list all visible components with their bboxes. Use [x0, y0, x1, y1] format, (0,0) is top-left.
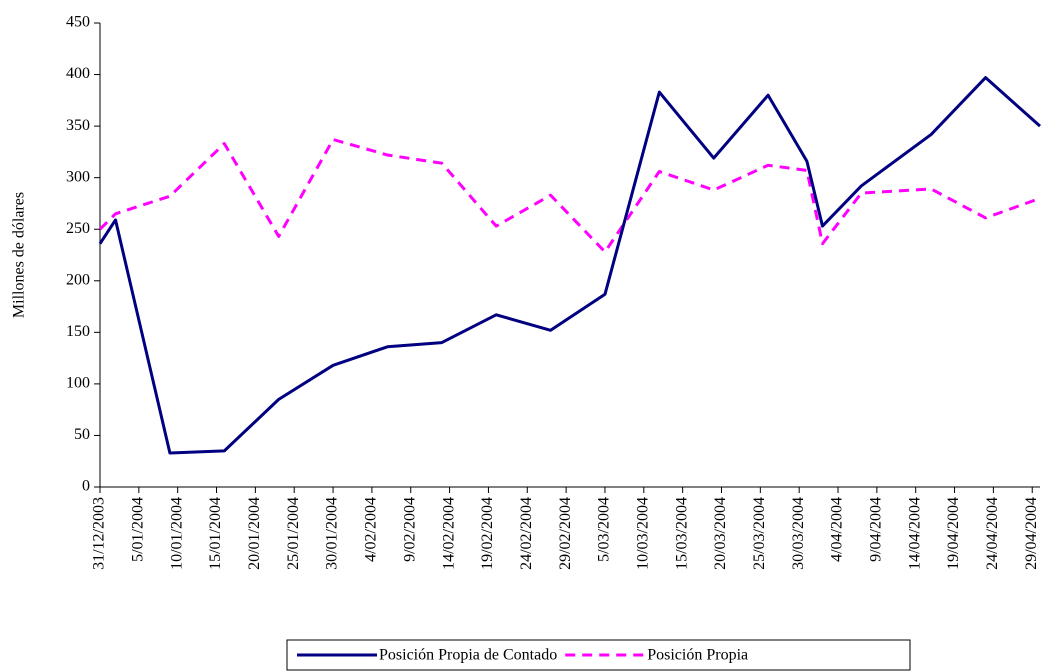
- x-tick-label: 10/03/2004: [634, 497, 651, 570]
- x-tick-label: 24/02/2004: [518, 497, 535, 570]
- x-tick-label: 20/01/2004: [246, 497, 263, 570]
- y-tick-label: 0: [82, 478, 90, 495]
- x-tick-label: 29/02/2004: [557, 497, 574, 570]
- x-tick-label: 25/03/2004: [751, 497, 768, 570]
- x-tick-label: 19/04/2004: [945, 497, 962, 570]
- legend-label: Posición Propia de Contado: [379, 647, 557, 664]
- legend: Posición Propia de Contado Posición Propi…: [286, 639, 911, 671]
- y-tick-label: 200: [66, 271, 90, 288]
- x-tick-label: 15/01/2004: [207, 497, 224, 570]
- x-tick-label: 30/01/2004: [324, 497, 341, 570]
- x-tick-label: 4/04/2004: [829, 497, 846, 562]
- x-tick-label: 5/01/2004: [130, 497, 147, 562]
- series-line: [98, 138, 1041, 254]
- series-line: [98, 76, 1041, 455]
- x-tick-label: 19/02/2004: [479, 497, 496, 570]
- y-tick-label: 150: [66, 323, 90, 340]
- y-tick-label: 400: [66, 65, 90, 82]
- x-tick-label: 20/03/2004: [712, 497, 729, 570]
- x-tick-label: 9/04/2004: [868, 497, 885, 562]
- x-tick-label: 31/12/2003: [91, 497, 108, 570]
- y-tick-label: 350: [66, 117, 90, 134]
- y-tick-label: 300: [66, 168, 90, 185]
- y-tick-label: 100: [66, 375, 90, 392]
- x-tick-label: 15/03/2004: [673, 497, 690, 570]
- x-tick-label: 25/01/2004: [285, 497, 302, 570]
- legend-box: [286, 639, 911, 671]
- y-tick-label: 50: [74, 426, 90, 443]
- y-axis-title: Millones de dólares: [11, 192, 28, 318]
- x-tick-label: 30/03/2004: [790, 497, 807, 570]
- x-tick-label: 29/04/2004: [1023, 497, 1040, 570]
- legend-label: Posición Propia: [647, 647, 748, 664]
- x-tick-label: 14/02/2004: [440, 497, 457, 570]
- x-tick-label: 10/01/2004: [168, 497, 185, 570]
- x-tick-label: 9/02/2004: [401, 497, 418, 562]
- x-tick-label: 4/02/2004: [363, 497, 380, 562]
- y-tick-label: 450: [66, 14, 90, 31]
- x-tick-label: 5/03/2004: [596, 497, 613, 562]
- y-tick-label: 250: [66, 220, 90, 237]
- x-tick-label: 14/04/2004: [906, 497, 923, 570]
- x-tick-label: 24/04/2004: [984, 497, 1001, 570]
